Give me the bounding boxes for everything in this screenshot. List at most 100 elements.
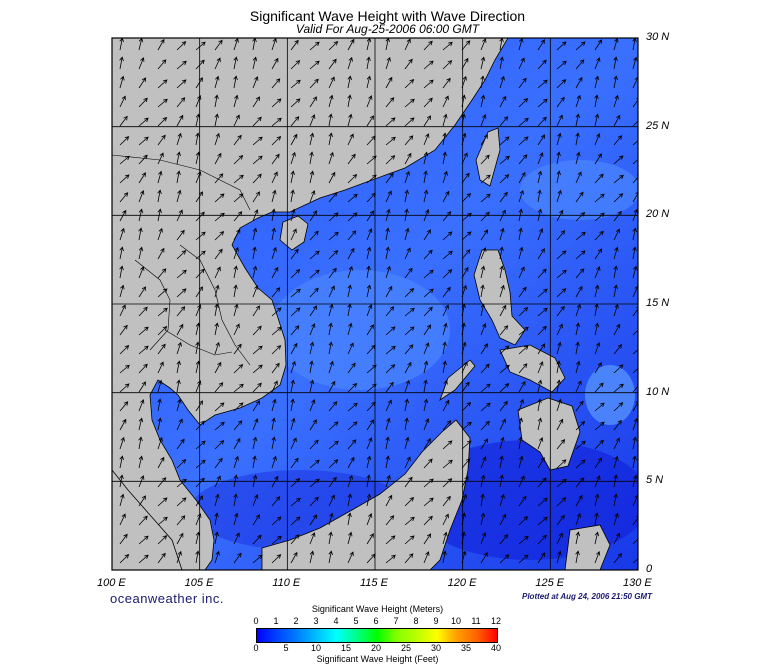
- wave-arrow: [556, 514, 565, 526]
- wave-arrow: [385, 265, 391, 279]
- wave-arrow: [290, 39, 299, 51]
- wave-arrow: [632, 174, 638, 184]
- wave-arrow: [347, 113, 353, 127]
- wave-arrow: [309, 96, 317, 108]
- wave-arrow: [252, 534, 262, 545]
- wave-arrow: [366, 304, 373, 317]
- land-luzon: [473, 249, 526, 346]
- wave-arrow: [632, 455, 637, 469]
- wave-arrow: [290, 342, 298, 355]
- wave-arrow: [442, 531, 448, 545]
- wave-arrow: [556, 459, 567, 469]
- wave-arrow: [119, 56, 124, 70]
- wave-arrow: [138, 515, 148, 526]
- colorbar: [256, 628, 498, 643]
- wave-arrow: [594, 94, 599, 108]
- wave-arrow: [632, 246, 637, 260]
- wave-arrow: [442, 360, 447, 374]
- wave-arrow: [480, 193, 491, 203]
- colorbar-meter-tick: 1: [273, 616, 279, 626]
- wave-arrow: [214, 402, 225, 412]
- wave-arrow: [632, 56, 638, 70]
- wave-arrow: [252, 514, 260, 526]
- wave-arrow: [138, 326, 149, 336]
- wave-arrow: [537, 361, 544, 374]
- wave-arrow: [119, 174, 130, 184]
- wave-arrow: [157, 398, 162, 412]
- wave-arrow: [214, 94, 219, 108]
- wave-arrow: [195, 59, 205, 70]
- wave-arrow: [385, 136, 396, 146]
- wave-arrow: [575, 512, 581, 526]
- wave-arrow: [632, 400, 638, 412]
- colorbar-feet-tick: 40: [490, 643, 502, 653]
- wave-arrow: [518, 554, 529, 564]
- wave-arrow: [271, 362, 280, 374]
- wave-arrow: [347, 230, 357, 241]
- wave-arrow: [328, 459, 339, 469]
- wave-arrow: [556, 305, 565, 317]
- wave-arrow: [423, 497, 434, 507]
- wave-arrow: [518, 306, 529, 317]
- wave-arrow: [290, 79, 301, 89]
- wave-arrow: [404, 344, 414, 355]
- longitude-label: 125 E: [535, 577, 565, 589]
- wave-arrow: [328, 250, 339, 260]
- wave-arrow: [385, 306, 395, 317]
- wave-arrow: [613, 56, 618, 70]
- wave-arrow: [328, 322, 333, 336]
- wave-arrow: [385, 326, 396, 336]
- wave-arrow: [461, 440, 472, 450]
- wave-arrow: [157, 288, 168, 298]
- wave-arrow: [556, 497, 567, 507]
- wave-arrow: [537, 98, 548, 108]
- wave-arrow: [556, 288, 567, 298]
- wave-arrow: [404, 247, 411, 260]
- wave-arrow: [347, 38, 355, 51]
- wave-arrow: [309, 419, 317, 431]
- wave-arrow: [309, 360, 314, 374]
- wave-arrow: [385, 172, 394, 184]
- wave-arrow: [309, 287, 319, 298]
- wave-arrow: [119, 533, 128, 545]
- wave-arrow: [518, 326, 529, 336]
- wave-arrow: [556, 151, 561, 165]
- wave-arrow: [442, 322, 448, 336]
- wave-arrow: [613, 193, 624, 203]
- wave-arrow: [233, 512, 239, 526]
- wave-arrow: [252, 155, 263, 165]
- wave-arrow: [442, 151, 447, 165]
- wave-arrow: [442, 250, 453, 260]
- wave-arrow: [518, 227, 523, 241]
- wave-arrow: [499, 554, 510, 564]
- wave-arrow: [290, 307, 301, 317]
- wave-arrow: [214, 512, 219, 526]
- wave-arrow: [176, 478, 187, 488]
- wave-arrow: [499, 345, 510, 355]
- wave-arrow: [613, 303, 619, 317]
- wave-arrow: [575, 94, 581, 108]
- wave-arrow: [556, 132, 562, 146]
- wave-arrow: [176, 438, 185, 450]
- wave-arrow: [613, 383, 624, 393]
- wave-arrow: [309, 305, 318, 317]
- wave-arrow: [632, 383, 638, 393]
- wave-arrow: [309, 399, 316, 412]
- longitude-label: 115 E: [360, 577, 388, 589]
- wave-arrow: [290, 189, 295, 203]
- wave-arrow: [290, 98, 301, 108]
- wave-arrow: [575, 459, 586, 469]
- wave-arrow: [442, 132, 447, 146]
- wave-arrow: [157, 379, 163, 393]
- wave-arrow: [290, 133, 298, 146]
- wave-arrow: [556, 439, 566, 450]
- wave-arrow: [119, 493, 125, 507]
- wave-arrow: [176, 60, 187, 70]
- wave-arrow: [518, 189, 524, 203]
- wave-arrow: [366, 246, 372, 260]
- wave-arrow: [461, 381, 470, 393]
- wave-arrow: [233, 284, 238, 298]
- wave-arrow: [594, 402, 605, 412]
- wave-arrow: [214, 440, 225, 450]
- wave-arrow: [252, 325, 262, 336]
